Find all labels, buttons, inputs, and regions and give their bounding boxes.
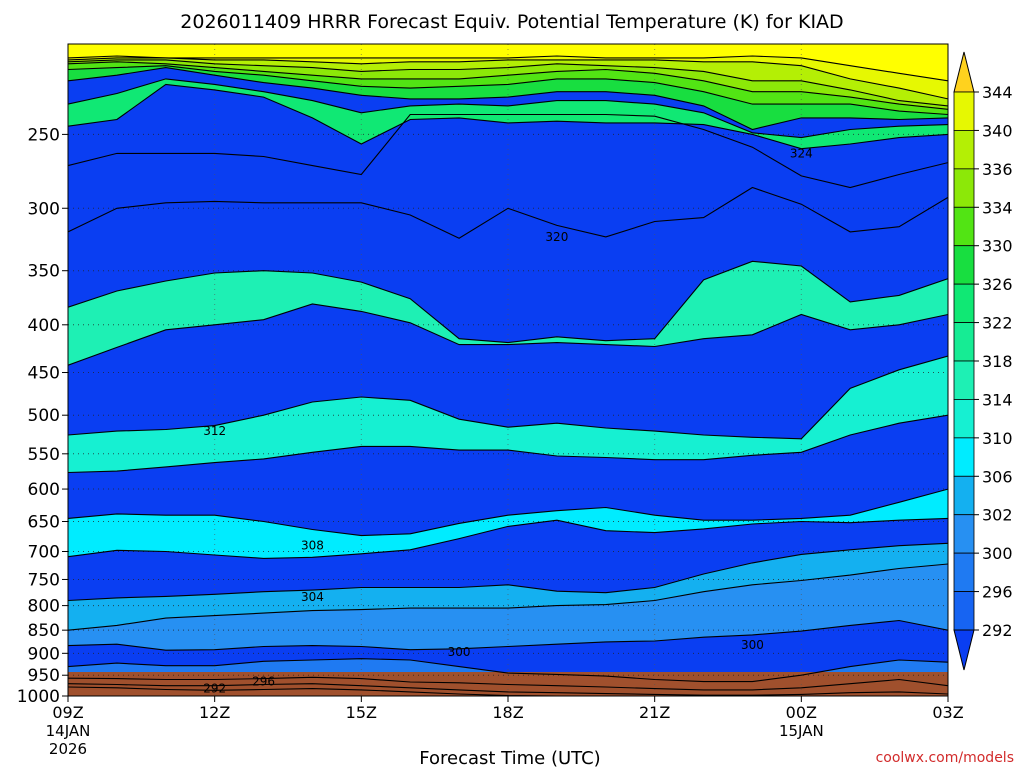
y-tick-label-400: 400 bbox=[28, 316, 60, 336]
colorbar-below-arrow bbox=[953, 629, 975, 671]
grid-layer bbox=[68, 44, 948, 696]
y-tick-label-700: 700 bbox=[28, 543, 60, 563]
y-tick-label-800: 800 bbox=[28, 597, 60, 617]
contour-line-326 bbox=[68, 67, 948, 131]
x-tick-year-09Z: 2026 bbox=[49, 740, 87, 758]
colorbar-swatch-12 bbox=[953, 552, 975, 592]
y-tick-label-900: 900 bbox=[28, 644, 60, 664]
contour-layer bbox=[68, 55, 948, 696]
colorbar-swatch-2 bbox=[953, 168, 975, 208]
x-tick-label-15Z: 15Z bbox=[346, 703, 377, 722]
x-tick-label-09Z: 09Z bbox=[52, 703, 83, 722]
colorbar-swatch-13 bbox=[953, 591, 975, 631]
colorbar-swatch-4 bbox=[953, 245, 975, 285]
contour-line-310 bbox=[68, 414, 948, 474]
y-tick-label-550: 550 bbox=[28, 445, 60, 465]
colorbar: 344 340 336 334 330 326 322 318 314 310 306 302 300 2… bbox=[953, 51, 1013, 671]
contour-line-316 bbox=[68, 260, 948, 344]
colorbar-swatch-10 bbox=[953, 475, 975, 516]
y-tick-label-650: 650 bbox=[28, 512, 60, 532]
colorbar-swatch-5 bbox=[953, 283, 975, 323]
contour-line-314 bbox=[68, 303, 948, 366]
contour-label-300-6: 300 bbox=[741, 638, 764, 652]
contour-line-304 bbox=[68, 542, 948, 602]
colorbar-swatch-11 bbox=[953, 514, 975, 554]
contour-line-296 bbox=[68, 676, 948, 691]
colorbar-label-336: 336 bbox=[982, 160, 1013, 179]
colorbar-label-330: 330 bbox=[982, 237, 1013, 256]
contour-line-330 bbox=[68, 65, 948, 116]
colorbar-label-292: 292 bbox=[982, 621, 1013, 640]
colorbar-label-344: 344 bbox=[982, 83, 1013, 102]
contour-label-300-5: 300 bbox=[448, 645, 471, 659]
contour-line-334 bbox=[68, 61, 948, 110]
contour-label-320-1: 320 bbox=[545, 230, 568, 244]
x-tick-date-00Z: 15JAN bbox=[779, 722, 824, 740]
y-tick-label-350: 350 bbox=[28, 262, 60, 282]
contour-line-302 bbox=[68, 563, 948, 631]
x-tick-label-18Z: 18Z bbox=[492, 703, 523, 722]
y-tick-label-750: 750 bbox=[28, 570, 60, 590]
x-tick-label-12Z: 12Z bbox=[199, 703, 230, 722]
colorbar-label-340: 340 bbox=[982, 121, 1013, 140]
colorbar-label-302: 302 bbox=[982, 506, 1013, 525]
colorbar-label-306: 306 bbox=[982, 467, 1013, 486]
colorbar-swatch-1 bbox=[953, 130, 975, 170]
contour-label-308-3: 308 bbox=[301, 539, 324, 553]
contour-label-292-8: 292 bbox=[203, 682, 226, 696]
y-tick-label-950: 950 bbox=[28, 666, 60, 686]
colorbar-label-326: 326 bbox=[982, 275, 1013, 294]
colorbar-label-314: 314 bbox=[982, 390, 1013, 409]
y-tick-label-450: 450 bbox=[28, 364, 60, 384]
contour-label-312-2: 312 bbox=[203, 424, 226, 438]
contour-label-296-7: 296 bbox=[252, 675, 275, 689]
colorbar-label-334: 334 bbox=[982, 198, 1013, 217]
colorbar-swatch-8 bbox=[953, 399, 975, 439]
x-tick-label-03Z: 03Z bbox=[932, 703, 963, 722]
contour-line-322 bbox=[68, 83, 948, 150]
colorbar-swatch-7 bbox=[953, 360, 975, 400]
credit-link[interactable]: coolwx.com/models bbox=[876, 750, 1014, 766]
colorbar-swatch-3 bbox=[953, 206, 975, 247]
contour-label-304-4: 304 bbox=[301, 590, 324, 604]
colorbar-swatch-9 bbox=[953, 437, 975, 477]
y-tick-label-250: 250 bbox=[28, 125, 60, 145]
y-tick-label-850: 850 bbox=[28, 621, 60, 641]
x-tick-date-09Z: 14JAN bbox=[46, 722, 91, 740]
contour-label-layer: 324 320 312 308 304 300 300 296 292 bbox=[203, 146, 813, 695]
colorbar-swatch-6 bbox=[953, 322, 975, 362]
y-tick-label-300: 300 bbox=[28, 199, 60, 219]
contour-line-318 bbox=[68, 113, 948, 189]
y-tick-label-600: 600 bbox=[28, 480, 60, 500]
colorbar-label-300: 300 bbox=[982, 544, 1013, 563]
contour-line-308 bbox=[68, 488, 948, 537]
chart-title: 2026011409 HRRR Forecast Equiv. Potentia… bbox=[180, 11, 843, 33]
x-tick-label-21Z: 21Z bbox=[639, 703, 670, 722]
y-axis: 250 300 350 400 450 500 550 600 650 700 750 800 850 9… bbox=[17, 125, 68, 707]
colorbar-label-322: 322 bbox=[982, 314, 1013, 333]
contour-line-306 bbox=[68, 517, 948, 559]
contour-line-324 bbox=[68, 78, 948, 139]
x-axis-label: Forecast Time (UTC) bbox=[419, 748, 600, 768]
y-tick-label-1000: 1000 bbox=[17, 687, 60, 707]
contour-line-294 bbox=[68, 683, 948, 696]
contour-line-298 bbox=[68, 658, 948, 683]
contour-line-300 bbox=[68, 619, 948, 651]
x-tick-label-00Z: 00Z bbox=[786, 703, 817, 722]
colorbar-swatch-0 bbox=[953, 91, 975, 131]
colorbar-label-296: 296 bbox=[982, 583, 1013, 602]
contour-line-340 bbox=[68, 57, 948, 100]
contour-line-344 bbox=[68, 55, 948, 82]
colorbar-label-318: 318 bbox=[982, 352, 1013, 371]
contour-line-320 bbox=[68, 186, 948, 239]
contour-line-336 bbox=[68, 59, 948, 107]
fill-band-344 bbox=[68, 44, 948, 81]
colorbar-label-310: 310 bbox=[982, 429, 1013, 448]
contour-line-312 bbox=[68, 355, 948, 440]
contour-label-324-0: 324 bbox=[790, 146, 813, 160]
y-tick-label-500: 500 bbox=[28, 406, 60, 426]
